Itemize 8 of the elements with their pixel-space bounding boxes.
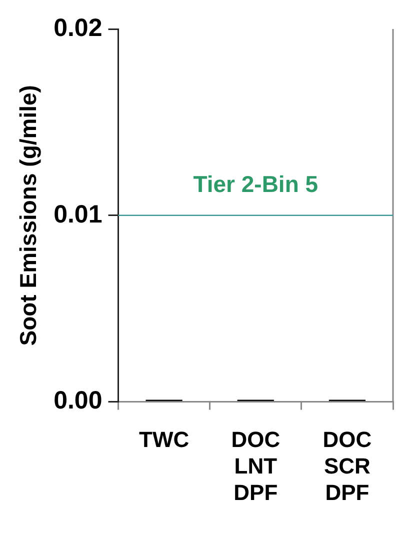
- ref-line-label: Tier 2-Bin 5: [193, 171, 318, 198]
- x-tick-label: DOC LNT DPF: [231, 427, 280, 505]
- y-axis-title: Soot Emissions (g/mile): [15, 85, 42, 346]
- x-tick-label: DOC SCR DPF: [322, 427, 372, 505]
- y-tick-label: 0.01: [54, 200, 102, 228]
- y-tick-label: 0.00: [54, 386, 102, 415]
- x-tick-label: TWC: [139, 427, 190, 452]
- y-tick-label: 0.02: [54, 14, 102, 42]
